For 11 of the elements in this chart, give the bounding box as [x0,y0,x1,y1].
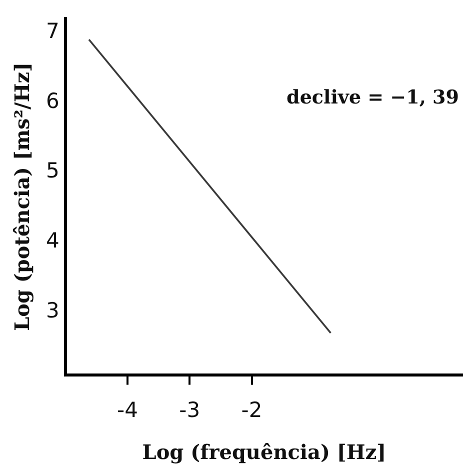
x-axis-title: Log (frequência) [Hz] [142,440,386,464]
y-tick-label: 7 [46,19,60,44]
y-tick-label: 5 [46,158,60,183]
x-tick-label: -2 [241,398,262,422]
annotation: declive = −1, 39 [286,86,459,109]
x-tick-label: -4 [117,398,138,422]
y-tick-label: 6 [46,88,60,113]
y-tick-label: 3 [46,298,60,322]
y-axis-title: Log (potência) [ms²/Hz] [10,62,34,331]
y-tick-label: 4 [46,228,60,253]
x-tick-label: -3 [179,398,200,422]
